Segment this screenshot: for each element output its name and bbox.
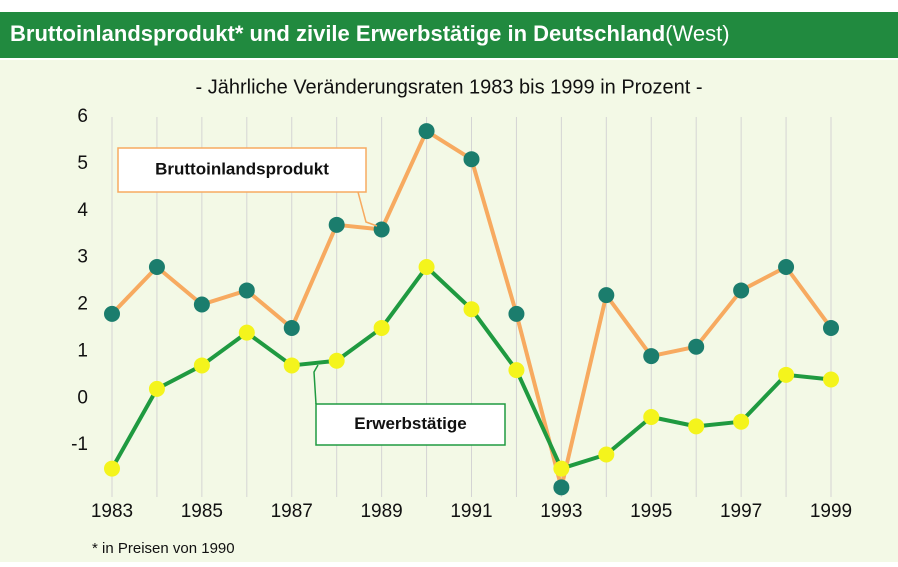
y-tick-label: 3	[77, 247, 88, 268]
callout-leader	[313, 364, 319, 405]
point	[688, 338, 705, 355]
point	[508, 362, 525, 379]
x-tick-label: 1999	[810, 501, 852, 522]
point	[104, 460, 120, 477]
x-tick-label: 1987	[271, 501, 313, 522]
point	[193, 296, 210, 313]
footnote: * in Preisen von 1990	[92, 540, 235, 557]
point	[418, 123, 435, 140]
y-tick-label: 5	[77, 153, 88, 174]
title-suffix: (West)	[665, 21, 729, 46]
y-tick-label: 1	[77, 340, 88, 361]
title-main: Bruttoinlandsprodukt* und zivile Erwerbs…	[10, 21, 665, 46]
y-tick-label: 0	[77, 387, 88, 408]
point	[373, 221, 390, 238]
point	[823, 371, 839, 388]
callout-box	[315, 403, 506, 446]
point	[508, 305, 525, 322]
point	[463, 301, 480, 318]
point	[418, 259, 435, 275]
point	[328, 352, 345, 369]
x-tick-label: 1991	[450, 501, 492, 522]
point	[643, 348, 660, 365]
point	[733, 413, 750, 430]
point	[553, 460, 570, 477]
y-tick-label: 4	[77, 200, 88, 221]
y-tick-label: 6	[77, 106, 88, 127]
point	[193, 357, 210, 374]
point	[283, 319, 300, 336]
point	[598, 446, 615, 463]
x-tick-label: 1989	[360, 501, 402, 522]
title-bar	[0, 12, 898, 58]
x-tick-label: 1983	[91, 501, 133, 522]
callout-box	[117, 147, 367, 193]
point	[238, 324, 255, 341]
point	[328, 216, 345, 233]
point	[823, 319, 839, 336]
point	[733, 282, 750, 299]
point	[104, 305, 120, 322]
chart-title: Bruttoinlandsprodukt* und zivile Erwerbs…	[10, 21, 730, 46]
point	[778, 366, 795, 383]
legend-label: Bruttoinlandsprodukt	[155, 159, 329, 178]
legend-label: Erwerbstätige	[354, 414, 466, 433]
point	[283, 357, 300, 374]
point	[463, 151, 480, 168]
point	[778, 259, 795, 275]
x-tick-label: 1993	[540, 501, 582, 522]
point	[148, 259, 165, 275]
point	[238, 282, 255, 299]
point	[373, 319, 390, 336]
subtitle: - Jährliche Veränderungsraten 1983 bis 1…	[196, 76, 703, 98]
point	[643, 409, 660, 425]
point	[148, 380, 165, 397]
point	[553, 479, 570, 496]
x-tick-label: 1985	[181, 501, 223, 522]
x-tick-label: 1997	[720, 501, 762, 522]
callout-leader	[357, 191, 378, 227]
chart-bg	[0, 60, 898, 562]
point	[598, 287, 615, 304]
y-tick-label: 2	[77, 294, 88, 315]
y-tick-label: -1	[71, 434, 88, 455]
point	[688, 418, 705, 435]
x-tick-label: 1995	[630, 501, 672, 522]
